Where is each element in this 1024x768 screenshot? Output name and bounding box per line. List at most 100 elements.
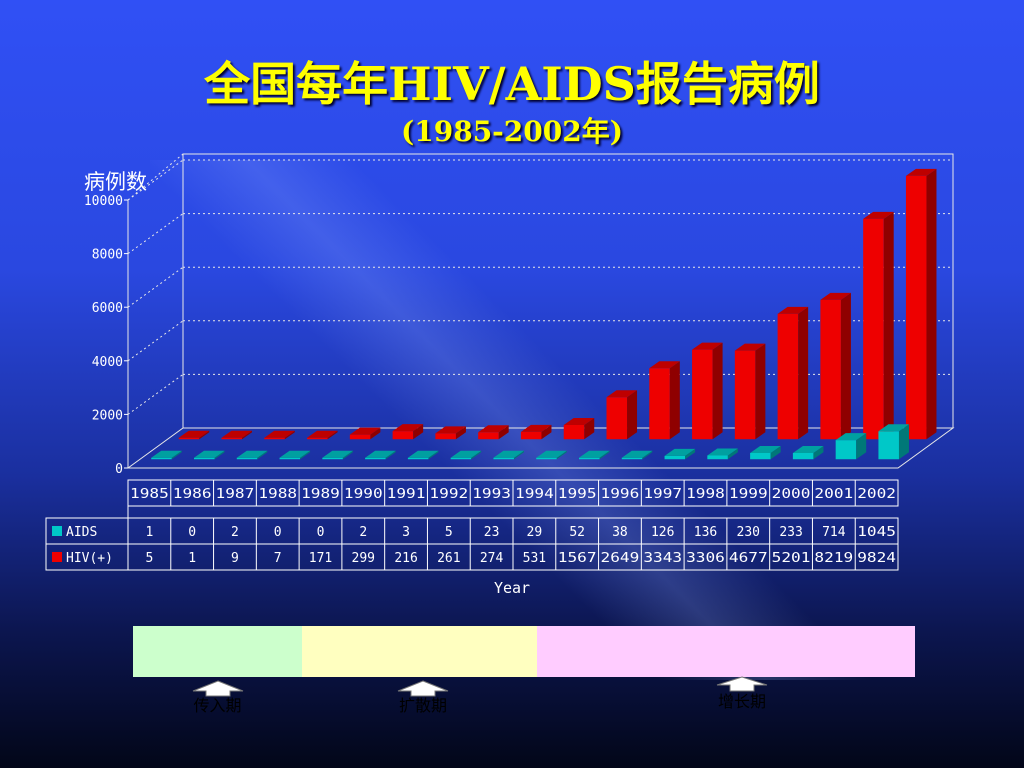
hiv-value-1991: 216 [394, 551, 417, 566]
aids-value-2002: 1045 [857, 525, 896, 540]
aids-bar-1991 [407, 450, 439, 460]
aids-bar-side-1991 [428, 450, 439, 460]
aids-bar-top-1989 [322, 450, 353, 458]
hiv-bar-front-1986 [221, 437, 243, 440]
aids-bar-1993 [493, 450, 524, 460]
aids-value-1992: 5 [445, 525, 453, 540]
aids-value-2001: 714 [822, 525, 846, 540]
hiv-bar-top-1999 [777, 306, 809, 314]
hiv-bar-side-1989 [370, 427, 381, 440]
aids-bar-top-1993 [493, 450, 524, 458]
hiv-bar-1991 [435, 426, 466, 440]
x-tick-label-1989: 1989 [301, 487, 340, 502]
aids-bar-side-1993 [513, 450, 524, 460]
x-tick-label-1985: 1985 [130, 487, 169, 502]
hiv-bar-top-1990 [392, 424, 424, 432]
aids-value-1985: 1 [145, 525, 153, 540]
aids-bar-side-1998 [727, 448, 738, 460]
hiv-bar-front-1985 [178, 437, 200, 440]
hiv-bar-1999 [777, 306, 809, 440]
legend-swatch-hiv [52, 552, 62, 562]
up-arrow-icon [716, 676, 768, 692]
hiv-bar-1990 [392, 424, 424, 440]
gridline-side [127, 373, 184, 415]
aids-value-1987: 2 [231, 525, 239, 540]
x-tick-label-1997: 1997 [643, 487, 682, 502]
hiv-value-1988: 7 [274, 551, 282, 566]
gridline-side [127, 213, 184, 255]
hiv-bar-front-2002 [905, 175, 927, 440]
phase-bar-spread [302, 626, 537, 677]
aids-bar-top-1987 [236, 450, 268, 458]
aids-bar-front-1993 [493, 457, 514, 460]
aids-bar-side-2002 [898, 424, 909, 460]
hiv-value-1990: 299 [352, 551, 375, 566]
hiv-value-1995: 1567 [558, 551, 597, 566]
left-wall-edge [127, 153, 184, 201]
hiv-bar-front-1987 [264, 437, 285, 440]
hiv-bar-top-1994 [563, 417, 595, 425]
aids-bar-front-1997 [664, 455, 686, 460]
aids-value-1991: 3 [402, 525, 410, 540]
hiv-bar-1997 [692, 342, 723, 440]
x-tick-label-1988: 1988 [258, 487, 297, 502]
aids-bar-side-2000 [813, 445, 824, 460]
aids-value-1998: 136 [694, 525, 717, 540]
aids-bar-front-1988 [279, 457, 301, 460]
x-tick-label-1994: 1994 [515, 487, 554, 502]
hiv-bar-side-1997 [712, 342, 723, 440]
hiv-bar-side-2002 [926, 168, 937, 440]
hiv-value-1986: 1 [188, 551, 196, 566]
gridline-side [127, 266, 184, 308]
hiv-value-2001: 8219 [814, 551, 853, 566]
aids-bar-top-1997 [664, 448, 696, 456]
hiv-bar-front-1999 [777, 313, 799, 440]
aids-bar-1988 [279, 450, 311, 460]
hiv-bar-side-1992 [498, 425, 509, 440]
aids-bar-side-1985 [171, 450, 182, 460]
hiv-value-1994: 531 [523, 551, 546, 566]
hiv-bar-1993 [520, 424, 552, 440]
page-subtitle: (1985-2002年) [401, 115, 623, 148]
aids-value-2000: 233 [779, 525, 802, 540]
aids-value-1995: 52 [569, 525, 585, 540]
hiv-bar-side-1999 [798, 306, 809, 440]
hiv-bar-2002 [905, 168, 937, 440]
aids-bar-2000 [792, 445, 824, 460]
x-tick-label-1999: 1999 [729, 487, 768, 502]
aids-bar-1996 [621, 450, 653, 460]
y-tick-label: 4000 [92, 355, 123, 370]
y-tick-label: 6000 [92, 301, 123, 316]
aids-bar-1994 [536, 450, 567, 460]
aids-bar-side-1999 [770, 446, 781, 460]
hiv-bar-1987 [264, 430, 295, 440]
hiv-bar-side-1996 [669, 361, 680, 440]
hiv-value-2002: 9824 [857, 551, 896, 566]
hiv-bar-side-1988 [327, 430, 338, 440]
aids-value-1988: 0 [274, 525, 282, 540]
y-axis-title: 病例数 [84, 170, 147, 194]
hiv-value-1997: 3343 [643, 551, 682, 566]
aids-bar-2001 [835, 433, 867, 460]
aids-bar-side-1992 [471, 450, 482, 460]
aids-bar-top-1996 [621, 450, 653, 458]
hiv-bar-front-1992 [478, 432, 499, 440]
hiv-bar-2000 [820, 292, 851, 440]
aids-bar-side-1994 [556, 450, 567, 460]
x-tick-label-1991: 1991 [387, 487, 426, 502]
y-tick-label: 10000 [84, 194, 123, 209]
aids-bar-top-1999 [750, 446, 781, 454]
hiv-bar-1992 [478, 425, 509, 440]
x-tick-label-1993: 1993 [472, 487, 511, 502]
hiv-bar-top-1993 [520, 424, 552, 432]
x-tick-label-1998: 1998 [686, 487, 725, 502]
aids-bar-side-1995 [599, 450, 610, 460]
aids-value-1989: 0 [317, 525, 325, 540]
hiv-bar-side-1998 [755, 343, 766, 440]
aids-value-1993: 23 [484, 525, 500, 540]
up-arrow-icon [192, 680, 244, 697]
hiv-bar-side-1985 [199, 430, 210, 440]
hiv-bar-front-1989 [349, 434, 371, 440]
hiv-bar-front-1997 [692, 349, 713, 440]
